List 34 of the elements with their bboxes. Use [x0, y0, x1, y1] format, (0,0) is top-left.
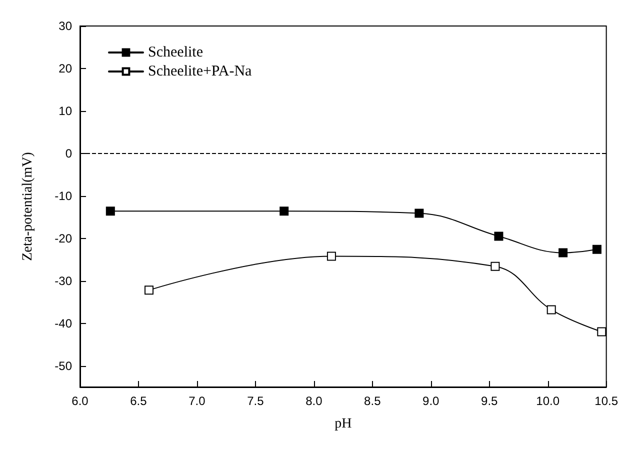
y-tick-label: 20: [58, 61, 72, 76]
y-tick-label: 0: [65, 146, 72, 160]
legend-label: Scheelite+PA-Na: [148, 64, 252, 80]
x-tick-label: 9.5: [481, 394, 498, 408]
point: [558, 248, 568, 258]
point: [494, 232, 504, 241]
y-tick-label: -40: [54, 316, 72, 330]
point: [546, 305, 556, 314]
point: [597, 327, 606, 336]
y-axis-title: Zeta-potential(mV): [20, 152, 36, 261]
x-tick-label: 10.5: [594, 394, 618, 408]
point: [280, 206, 289, 216]
y-tick-label: 10: [58, 104, 72, 118]
x-axis-title: pH: [334, 416, 352, 432]
legend-label: Scheelite: [148, 44, 204, 60]
x-tick-label: 8.5: [364, 394, 382, 408]
x-tick-label: 6.0: [72, 394, 89, 408]
point: [326, 252, 336, 261]
point: [144, 286, 154, 295]
y-tick-label: 30: [58, 19, 72, 33]
x-tick-label: 6.5: [130, 394, 148, 408]
point: [592, 244, 602, 254]
x-tick-label: 8.0: [306, 394, 323, 408]
y-tick-label: -50: [54, 358, 72, 373]
y-tick-label: -30: [54, 274, 72, 288]
point: [414, 208, 424, 218]
point: [490, 262, 500, 271]
x-tick-label: 9.0: [422, 394, 440, 408]
x-tick-label: 7.5: [247, 394, 264, 408]
x-tick-label: 10.0: [536, 394, 560, 408]
y-tick-label: -20: [54, 231, 72, 246]
point: [106, 206, 115, 216]
y-tick-label: -10: [54, 188, 72, 203]
x-tick-label: 7.0: [188, 394, 206, 408]
